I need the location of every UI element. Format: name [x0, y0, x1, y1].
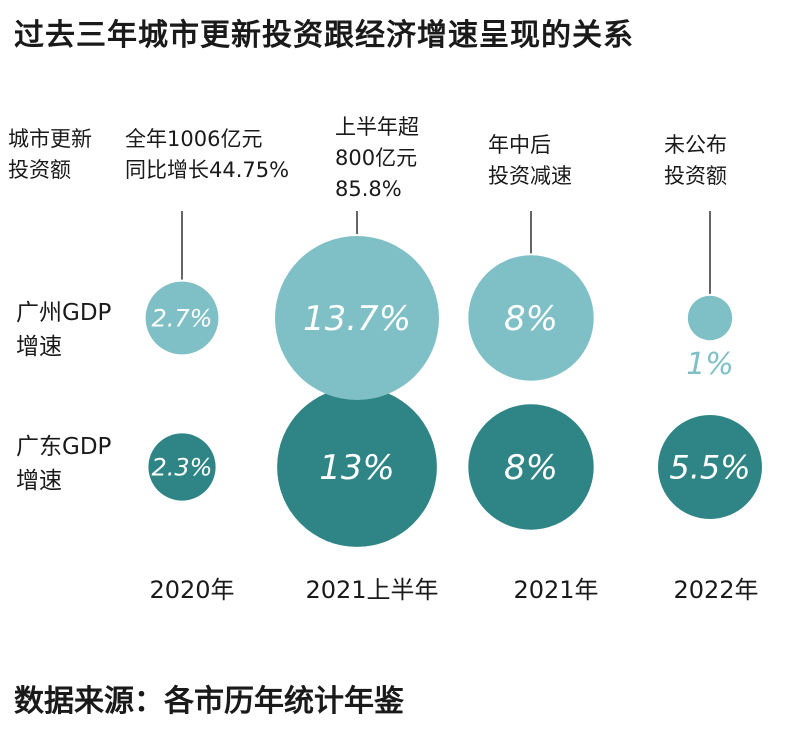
page-title: 过去三年城市更新投资跟经济增速呈现的关系	[14, 18, 634, 53]
annotation-line: 上半年超	[335, 115, 419, 139]
guangdong-bubble	[148, 433, 216, 501]
annotation-line: 全年1006亿元	[125, 127, 263, 151]
guangdong-bubble	[468, 404, 594, 530]
row-label-guangdong: 广东GDP 增速	[16, 430, 111, 498]
annotation-2021h1: 上半年超 800亿元 85.8%	[335, 112, 419, 205]
annotation-line: 85.8%	[335, 177, 402, 201]
guangzhou-bubble	[275, 236, 439, 400]
guangdong-bubble	[277, 387, 437, 547]
bubble-value-label: 13%	[319, 448, 395, 488]
bubble-value-label: 13.7%	[303, 299, 411, 339]
row-label-line: 增速	[16, 334, 62, 360]
annotation-line: 投资额	[664, 164, 727, 188]
annotation-2020: 全年1006亿元 同比增长44.75%	[125, 124, 289, 186]
investment-header: 城市更新 投资额	[8, 124, 92, 186]
annotation-line: 同比增长44.75%	[125, 158, 290, 182]
annotation-line: 未公布	[664, 133, 727, 157]
data-source: 数据来源：各市历年统计年鉴	[14, 684, 404, 719]
year-label: 2021上半年	[305, 576, 439, 604]
guangzhou-bubble	[145, 281, 219, 355]
annotation-line: 年中后	[488, 133, 551, 157]
guangzhou-bubble	[687, 295, 733, 341]
bubble-value-label: 8%	[504, 299, 558, 339]
guangzhou-bubble	[468, 255, 594, 381]
year-label: 2022年	[673, 576, 759, 604]
year-label: 2020年	[149, 576, 235, 604]
year-label: 2021年	[513, 576, 599, 604]
row-label-line: 广东GDP	[16, 434, 112, 460]
bubble-value-label: 2.7%	[152, 305, 213, 333]
annotation-2022: 未公布 投资额	[664, 130, 727, 192]
annotation-line: 800亿元	[335, 146, 418, 170]
investment-header-line: 城市更新	[8, 127, 92, 151]
annotation-line: 投资减速	[488, 164, 572, 188]
bubble-value-label: 8%	[504, 448, 558, 488]
bubble-value-label: 5.5%	[669, 449, 750, 487]
bubble-value-label: 1%	[686, 347, 734, 382]
bubble-value-label: 2.3%	[152, 454, 213, 482]
row-label-guangzhou: 广州GDP 增速	[16, 296, 111, 364]
row-label-line: 广州GDP	[16, 300, 112, 326]
investment-header-line: 投资额	[8, 158, 71, 182]
row-label-line: 增速	[16, 468, 62, 494]
guangdong-bubble	[658, 415, 762, 519]
annotation-2021: 年中后 投资减速	[488, 130, 572, 192]
